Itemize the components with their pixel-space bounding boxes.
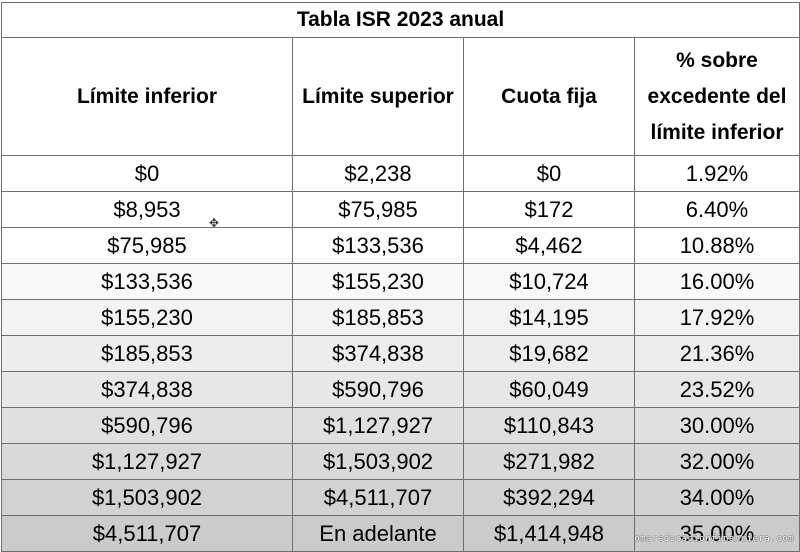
table-row: $374,838 $590,796 $60,049 23.52% — [1, 371, 800, 408]
cell-porcentaje-excedente: 16.00% — [634, 263, 800, 300]
cell-porcentaje-excedente: 35.00% — [634, 515, 800, 552]
cell-porcentaje-excedente: 21.36% — [634, 335, 800, 372]
cell-limite-inferior: $590,796 — [1, 407, 293, 444]
header-row: Límite inferior Límite superior Cuota fi… — [1, 37, 800, 156]
table-title: Tabla ISR 2023 anual — [1, 2, 800, 38]
cell-limite-superior: En adelante — [292, 515, 464, 552]
cell-limite-inferior: $1,127,927 — [1, 443, 293, 480]
cell-limite-superior: $155,230 — [292, 263, 464, 300]
header-cuota-fija: Cuota fija — [463, 37, 635, 156]
table-row: $133,536 $155,230 $10,724 16.00% — [1, 263, 800, 300]
table-row: $155,230 $185,853 $14,195 17.92% — [1, 299, 800, 336]
table-row: $4,511,707 En adelante $1,414,948 35.00% — [1, 515, 800, 552]
cell-limite-superior: $185,853 — [292, 299, 464, 336]
cell-porcentaje-excedente: 23.52% — [634, 371, 800, 408]
cell-limite-superior: $75,985 — [292, 191, 464, 228]
cell-cuota-fija: $14,195 — [463, 299, 635, 336]
cell-cuota-fija: $110,843 — [463, 407, 635, 444]
cell-cuota-fija: $60,049 — [463, 371, 635, 408]
cell-porcentaje-excedente: 32.00% — [634, 443, 800, 480]
cell-limite-inferior: $1,503,902 — [1, 479, 293, 516]
cell-porcentaje-excedente: 30.00% — [634, 407, 800, 444]
cell-cuota-fija: $172 — [463, 191, 635, 228]
header-limite-superior: Límite superior — [292, 37, 464, 156]
table-row: $1,503,902 $4,511,707 $392,294 34.00% — [1, 479, 800, 516]
cell-porcentaje-excedente: 1.92% — [634, 155, 800, 192]
cell-limite-superior: $4,511,707 — [292, 479, 464, 516]
header-porcentaje-excedente: % sobre excedente del límite inferior — [634, 37, 800, 156]
cell-limite-inferior: $133,536 — [1, 263, 293, 300]
cell-limite-superior: $1,503,902 — [292, 443, 464, 480]
cell-limite-inferior: $374,838 — [1, 371, 293, 408]
move-cursor-icon: ✥ — [209, 216, 220, 230]
cell-porcentaje-excedente: 6.40% — [634, 191, 800, 228]
cell-cuota-fija: $271,982 — [463, 443, 635, 480]
cell-porcentaje-excedente: 10.88% — [634, 227, 800, 264]
table-row: $0 $2,238 $0 1.92% — [1, 155, 800, 192]
cell-cuota-fija: $4,462 — [463, 227, 635, 264]
cell-cuota-fija: $392,294 — [463, 479, 635, 516]
cell-limite-inferior: $8,953 — [1, 191, 293, 228]
cell-cuota-fija: $10,724 — [463, 263, 635, 300]
cell-cuota-fija: $1,414,948 — [463, 515, 635, 552]
cell-cuota-fija: $19,682 — [463, 335, 635, 372]
title-row: Tabla ISR 2023 anual — [1, 2, 800, 38]
cell-limite-inferior: $185,853 — [1, 335, 293, 372]
table-row: $8,953 $75,985 $172 6.40% — [1, 191, 800, 228]
cell-limite-superior: $133,536 — [292, 227, 464, 264]
cell-limite-inferior: $75,985 — [1, 227, 293, 264]
table-row: $590,796 $1,127,927 $110,843 30.00% — [1, 407, 800, 444]
table-row: $185,853 $374,838 $19,682 21.36% — [1, 335, 800, 372]
cell-limite-superior: $374,838 — [292, 335, 464, 372]
cell-porcentaje-excedente: 34.00% — [634, 479, 800, 516]
cell-limite-inferior: $4,511,707 — [1, 515, 293, 552]
cell-limite-inferior: $155,230 — [1, 299, 293, 336]
table-row: $75,985 $133,536 $4,462 10.88% — [1, 227, 800, 264]
cell-cuota-fija: $0 — [463, 155, 635, 192]
watermark: omareducacionfinanciera.com — [634, 534, 794, 544]
table-row: $1,127,927 $1,503,902 $271,982 32.00% — [1, 443, 800, 480]
header-limite-inferior: Límite inferior — [1, 37, 293, 156]
cell-limite-superior: $2,238 — [292, 155, 464, 192]
cell-limite-superior: $1,127,927 — [292, 407, 464, 444]
cell-limite-superior: $590,796 — [292, 371, 464, 408]
cell-porcentaje-excedente: 17.92% — [634, 299, 800, 336]
cell-limite-inferior: $0 — [1, 155, 293, 192]
